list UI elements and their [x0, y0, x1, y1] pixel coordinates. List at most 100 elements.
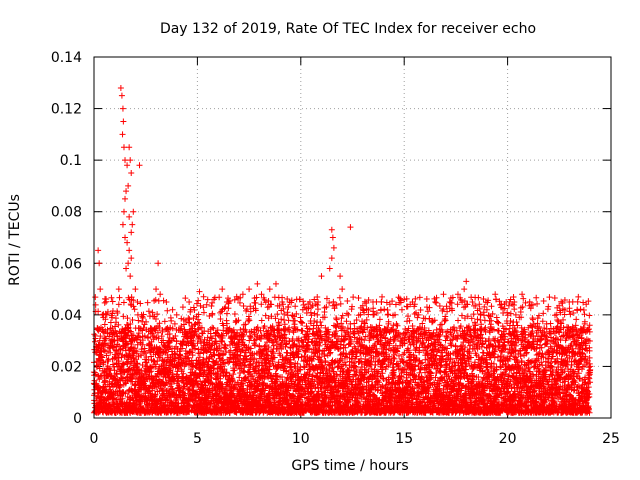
data-point	[129, 373, 136, 380]
data-point	[231, 311, 238, 318]
data-point	[91, 338, 98, 345]
data-point	[130, 297, 137, 304]
data-point	[127, 320, 134, 327]
data-point	[337, 300, 344, 307]
data-point	[134, 360, 141, 367]
data-point	[100, 347, 107, 354]
data-point	[139, 362, 146, 369]
data-point	[145, 308, 152, 315]
x-axis-ticks: 0 5 10 15 20 25	[90, 57, 620, 447]
data-point	[139, 337, 146, 344]
data-point	[333, 315, 340, 322]
data-point	[119, 395, 126, 402]
data-point	[336, 294, 343, 301]
data-point	[128, 374, 135, 381]
data-point	[108, 294, 115, 301]
data-point	[122, 380, 129, 387]
data-point	[114, 310, 121, 317]
data-point	[377, 307, 384, 314]
data-point	[100, 329, 107, 336]
y-tick-label: 0.14	[51, 50, 82, 66]
data-point	[144, 299, 151, 306]
data-point	[195, 297, 202, 304]
x-tick-label: 15	[395, 431, 413, 447]
data-point	[100, 359, 107, 366]
x-tick-label: 25	[602, 431, 620, 447]
data-point	[115, 301, 122, 308]
data-point	[152, 296, 159, 303]
data-point	[292, 303, 299, 310]
data-point	[130, 303, 137, 310]
data-point	[322, 358, 329, 365]
x-tick-label: 0	[90, 431, 99, 447]
data-point	[116, 294, 123, 301]
data-point	[92, 294, 99, 301]
data-point	[330, 298, 337, 305]
data-point	[151, 358, 158, 365]
data-point	[131, 306, 138, 313]
data-point	[103, 352, 110, 359]
data-point	[111, 355, 118, 362]
data-point	[124, 315, 131, 322]
y-tick-label: 0.04	[51, 308, 82, 324]
data-point	[138, 352, 145, 359]
data-point	[135, 330, 142, 337]
x-tick-label: 10	[292, 431, 310, 447]
data-point	[301, 352, 308, 359]
data-point	[285, 317, 292, 324]
data-point	[106, 333, 113, 340]
data-point	[208, 303, 215, 309]
data-point	[99, 354, 106, 361]
data-point	[154, 311, 161, 318]
data-point	[102, 377, 109, 384]
data-point	[115, 354, 122, 361]
data-point	[141, 321, 148, 328]
data-point	[133, 350, 140, 357]
data-point	[164, 307, 171, 314]
data-point	[114, 332, 121, 339]
data-point	[136, 385, 143, 392]
data-point	[148, 368, 155, 375]
data-point	[137, 300, 144, 307]
data-point	[269, 348, 276, 355]
data-point	[97, 333, 104, 340]
data-point	[96, 365, 103, 372]
data-point	[126, 365, 133, 372]
data-point	[111, 401, 118, 408]
data-point	[115, 321, 122, 328]
data-point	[258, 317, 265, 324]
data-point	[333, 316, 340, 323]
data-point	[350, 294, 357, 301]
x-tick-label: 5	[193, 431, 202, 447]
data-point	[96, 376, 103, 383]
data-point	[129, 317, 136, 324]
data-point	[115, 350, 122, 357]
data-point	[139, 314, 146, 321]
y-tick-label: 0.12	[51, 102, 82, 118]
data-point	[128, 294, 135, 301]
data-point	[104, 326, 111, 333]
data-point	[152, 391, 159, 398]
data-point	[143, 318, 150, 325]
data-point	[252, 299, 259, 306]
data-point	[102, 397, 109, 404]
data-point	[204, 296, 211, 303]
data-point	[137, 326, 144, 333]
data-point	[141, 332, 148, 339]
data-point	[376, 322, 383, 329]
y-tick-label: 0.06	[51, 256, 82, 272]
data-point	[107, 319, 114, 326]
data-point	[122, 390, 129, 397]
y-tick-label: 0.02	[51, 359, 82, 375]
data-point	[109, 298, 116, 305]
data-point	[221, 341, 228, 348]
data-point	[152, 315, 159, 322]
data-point	[216, 294, 223, 301]
data-point	[207, 334, 214, 341]
data-point	[168, 317, 175, 324]
y-axis-ticks: 00.020.040.060.080.10.120.14	[51, 50, 611, 427]
data-point	[95, 308, 102, 315]
data-point	[182, 295, 189, 302]
data-point	[113, 370, 120, 377]
